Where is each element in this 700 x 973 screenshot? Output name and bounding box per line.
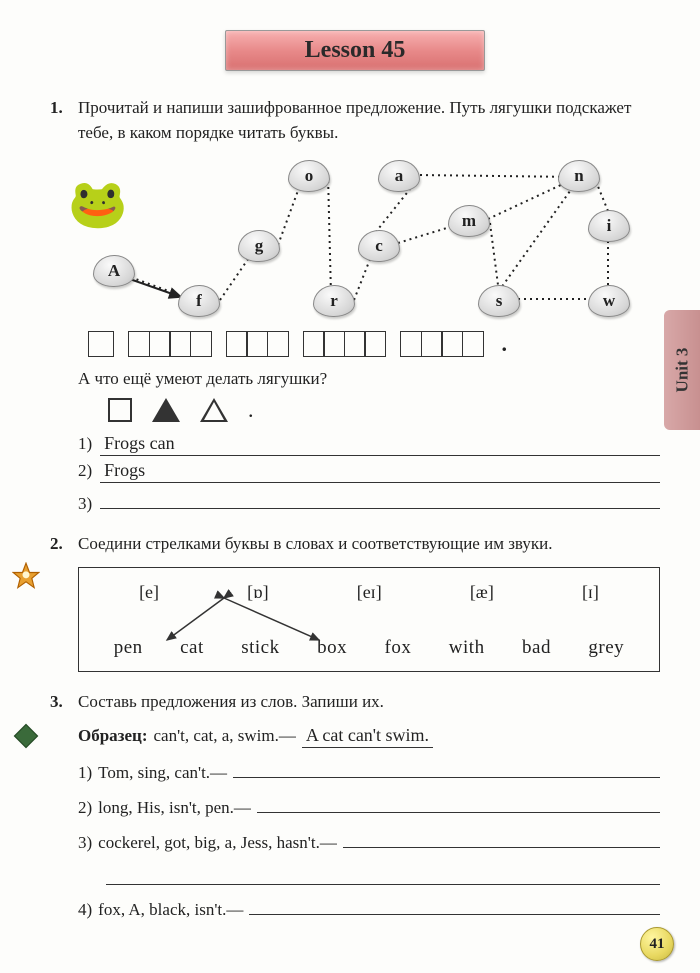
sentence-item: 2) long, His, isn't, pen.— [78, 793, 660, 818]
stone-o: o [288, 160, 330, 192]
unit-tab: Unit 3 [664, 310, 700, 430]
sentence-item: 4) fox, A, black, isn't.— [78, 895, 660, 920]
answer-text[interactable]: Frogs [100, 460, 660, 483]
stone-a: A [93, 255, 135, 287]
stone-a: a [378, 160, 420, 192]
word[interactable]: box [317, 637, 347, 659]
page-number: 41 [640, 927, 674, 961]
stone-c: c [358, 230, 400, 262]
item-words: Tom, sing, can't.— [98, 763, 227, 783]
triangle-outline-icon [200, 398, 228, 422]
stone-i: i [588, 210, 630, 242]
stone-s: s [478, 285, 520, 317]
task-2-num: 2. [50, 532, 70, 557]
task-3: 3. Составь предложения из слов. Запиши и… [50, 690, 660, 920]
task-2: 2. Соедини стрелками буквы в словах и со… [50, 532, 660, 672]
phoneme[interactable]: [æ] [470, 582, 494, 603]
task-3-text: Составь предложения из слов. Запиши их. [78, 690, 660, 715]
word[interactable]: fox [385, 637, 412, 659]
answer-blank-continued[interactable] [106, 863, 660, 885]
task-1-subquestion: А что ещё умеют делать лягушки? [78, 369, 660, 389]
item-words: fox, A, black, isn't.— [98, 900, 243, 920]
item-num: 4) [78, 900, 92, 920]
sound-match-box[interactable]: [e] [ɒ] [eɪ] [æ] [ɪ] pen cat stick box fox with ba… [78, 567, 660, 672]
stone-m: m [448, 205, 490, 237]
sentence-item: 1) Tom, sing, can't.— [78, 758, 660, 783]
answer-line[interactable]: 3) [78, 487, 660, 514]
triangle-filled-icon [152, 398, 180, 422]
item-num: 1) [78, 763, 92, 783]
example-answer: A cat can't swim. [302, 725, 433, 748]
diamond-icon [12, 722, 40, 750]
example-label: Образец: [78, 726, 148, 746]
task-1-num: 1. [50, 96, 70, 145]
answer-period: . [502, 331, 508, 357]
item-num: 2) [78, 798, 92, 818]
answer-box-group[interactable] [400, 331, 484, 357]
sentence-item: 3) cockerel, got, big, a, Jess, hasn't.— [78, 828, 660, 853]
word-row: pen cat stick box fox with bad grey [95, 637, 643, 659]
word[interactable]: stick [241, 637, 279, 659]
stone-g: g [238, 230, 280, 262]
answer-blank[interactable] [233, 758, 660, 778]
answer-line[interactable]: 2) Frogs [78, 460, 660, 483]
unit-tab-label: Unit 3 [672, 348, 692, 393]
star-icon [12, 562, 40, 590]
answer-blank[interactable] [343, 828, 660, 848]
task-3-example: Образец: can't, cat, a, swim.— A cat can… [78, 725, 660, 748]
stone-n: n [558, 160, 600, 192]
task-1-answers: 1) Frogs can 2) Frogs 3) [78, 433, 660, 514]
phoneme[interactable]: [e] [139, 582, 159, 603]
square-shape-icon [108, 398, 132, 422]
shape-hint-row: . [108, 397, 660, 423]
lesson-title: Lesson 45 [225, 30, 485, 71]
answer-text[interactable] [100, 487, 660, 509]
phoneme[interactable]: [ɪ] [582, 582, 599, 603]
task-1-text: Прочитай и напиши зашифрованное предложе… [78, 96, 660, 145]
answer-num: 1) [78, 434, 92, 454]
answer-boxes[interactable]: . [88, 331, 660, 357]
word[interactable]: cat [180, 637, 204, 659]
phoneme[interactable]: [ɒ] [247, 582, 268, 603]
word[interactable]: pen [114, 637, 143, 659]
answer-text[interactable]: Frogs can [100, 433, 660, 456]
task-1: 1. Прочитай и напиши зашифрованное предл… [50, 96, 660, 514]
answer-num: 3) [78, 494, 92, 514]
sound-row: [e] [ɒ] [eɪ] [æ] [ɪ] [95, 582, 643, 603]
answer-blank[interactable] [257, 793, 660, 813]
task-3-items: 1) Tom, sing, can't.— 2) long, His, isn't… [78, 758, 660, 920]
answer-box-group[interactable] [226, 331, 289, 357]
answer-line[interactable]: 1) Frogs can [78, 433, 660, 456]
answer-num: 2) [78, 461, 92, 481]
example-input: can't, cat, a, swim.— [154, 726, 296, 746]
answer-box-group[interactable] [128, 331, 212, 357]
answer-blank[interactable] [249, 895, 660, 915]
word[interactable]: bad [522, 637, 551, 659]
task-3-num: 3. [50, 690, 70, 715]
stone-f: f [178, 285, 220, 317]
word[interactable]: grey [588, 637, 624, 659]
stone-w: w [588, 285, 630, 317]
answer-box[interactable] [88, 331, 114, 357]
shape-row-period: . [248, 397, 254, 423]
answer-box-group[interactable] [303, 331, 387, 357]
frog-puzzle: 🐸 oangcmiAfrsw [78, 155, 660, 325]
task-2-text: Соедини стрелками буквы в словах и соотв… [78, 532, 660, 557]
item-num: 3) [78, 833, 92, 853]
stone-r: r [313, 285, 355, 317]
word[interactable]: with [449, 637, 485, 659]
item-words: long, His, isn't, pen.— [98, 798, 251, 818]
phoneme[interactable]: [eɪ] [357, 582, 382, 603]
item-words: cockerel, got, big, a, Jess, hasn't.— [98, 833, 337, 853]
